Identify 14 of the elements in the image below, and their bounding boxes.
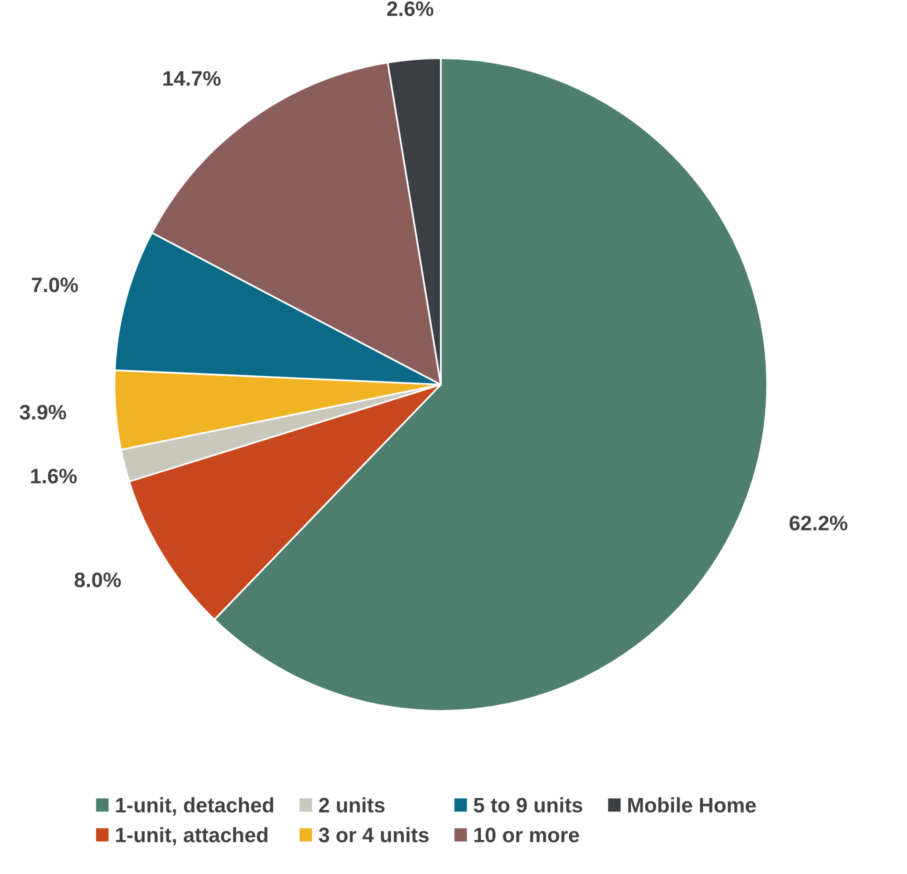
legend-label: 3 or 4 units — [318, 827, 429, 842]
data-label: 2.6% — [387, 1, 434, 16]
legend-label: 10 or more — [474, 828, 579, 842]
data-label: 7.0% — [32, 278, 78, 292]
data-label: 3.9% — [20, 404, 66, 420]
data-label: 1.6% — [31, 468, 77, 484]
data-label: 8.0% — [74, 572, 121, 588]
data-label: 62.2% — [790, 516, 848, 530]
legend-label: 5 to 9 units — [474, 797, 582, 813]
data-label: 14.7% — [163, 71, 221, 86]
legend-label: Mobile Home — [628, 797, 756, 813]
legend-label: 2 units — [319, 797, 385, 813]
legend-label: 1-unit, detached — [116, 797, 274, 816]
legend-label: 1-unit, attached — [116, 827, 268, 846]
